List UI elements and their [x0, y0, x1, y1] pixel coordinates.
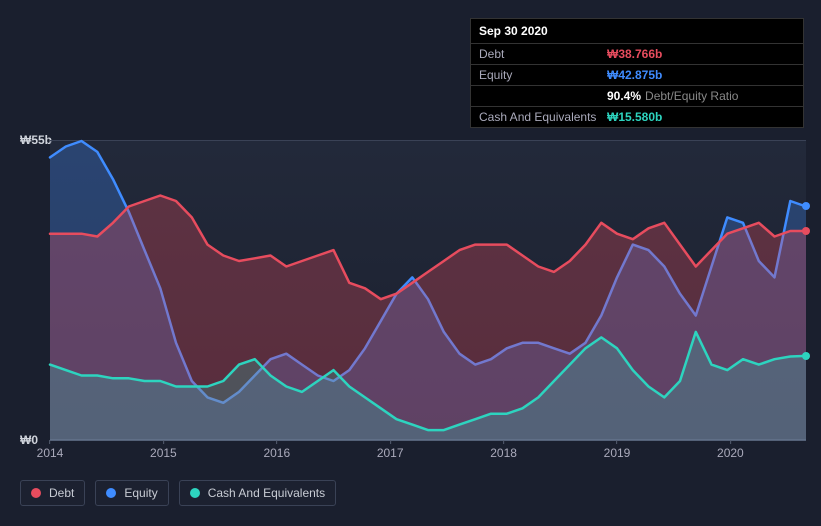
plot-area[interactable] [50, 140, 806, 440]
y-axis-label-min: ₩0 [20, 433, 38, 447]
tooltip-label: Debt [479, 47, 607, 61]
tooltip-label: Equity [479, 68, 607, 82]
equity-end-marker-icon [802, 202, 810, 210]
tooltip-date: Sep 30 2020 [471, 19, 803, 43]
legend-label: Debt [49, 486, 74, 500]
y-axis-label-max: ₩55b [20, 133, 52, 147]
legend-item-debt[interactable]: Debt [20, 480, 85, 506]
tooltip-label [479, 89, 607, 103]
tooltip-value: ₩15.580b [607, 110, 662, 124]
tooltip-label: Cash And Equivalents [479, 110, 607, 124]
cash-end-marker-icon [802, 352, 810, 360]
tooltip-row-debt: Debt ₩38.766b [471, 43, 803, 64]
x-axis: 2014201520162017201820192020 [50, 446, 806, 468]
chart-svg [50, 141, 806, 441]
tooltip-suffix: Debt/Equity Ratio [645, 89, 738, 103]
tooltip-row-ratio: 90.4% Debt/Equity Ratio [471, 85, 803, 106]
x-tick: 2014 [37, 446, 64, 460]
debt-dot-icon [31, 488, 41, 498]
legend-label: Cash And Equivalents [208, 486, 325, 500]
tooltip-row-cash: Cash And Equivalents ₩15.580b [471, 106, 803, 127]
x-tick: 2018 [490, 446, 517, 460]
x-tick: 2015 [150, 446, 177, 460]
x-tick: 2016 [263, 446, 290, 460]
x-tick: 2017 [377, 446, 404, 460]
cash-dot-icon [190, 488, 200, 498]
chart-tooltip: Sep 30 2020 Debt ₩38.766b Equity ₩42.875… [470, 18, 804, 128]
equity-dot-icon [106, 488, 116, 498]
legend: Debt Equity Cash And Equivalents [20, 480, 336, 506]
legend-item-equity[interactable]: Equity [95, 480, 168, 506]
legend-label: Equity [124, 486, 157, 500]
tooltip-value: ₩42.875b [607, 68, 662, 82]
x-tick: 2020 [717, 446, 744, 460]
x-tick: 2019 [604, 446, 631, 460]
legend-item-cash[interactable]: Cash And Equivalents [179, 480, 336, 506]
tooltip-row-equity: Equity ₩42.875b [471, 64, 803, 85]
tooltip-value: 90.4% [607, 89, 641, 103]
tooltip-value: ₩38.766b [607, 47, 662, 61]
financials-chart[interactable]: ₩55b ₩0 2014201520162017201820192020 [50, 140, 806, 440]
debt-end-marker-icon [802, 227, 810, 235]
